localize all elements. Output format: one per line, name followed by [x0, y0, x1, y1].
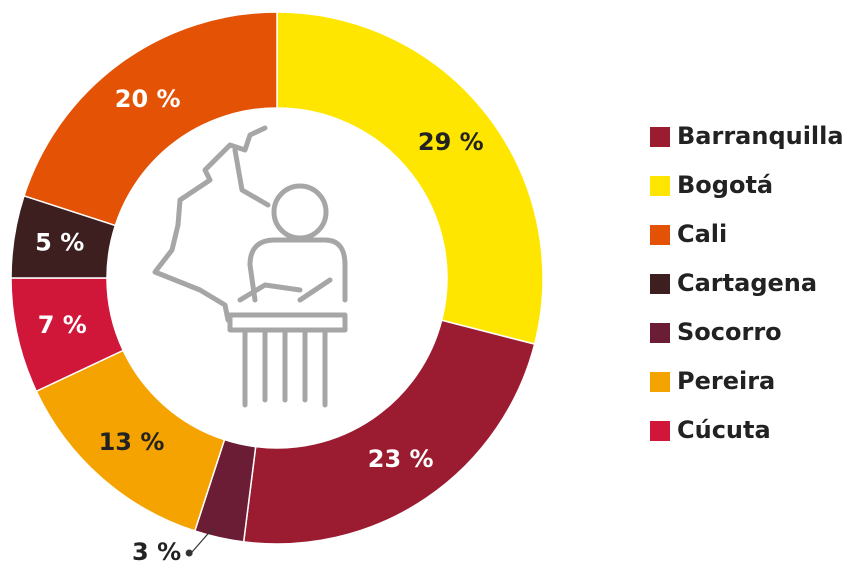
slice [242, 319, 536, 545]
legend-swatch [650, 372, 670, 392]
legend-swatch [650, 225, 670, 245]
data-label: 13 % [99, 428, 165, 456]
legend-swatch [650, 323, 670, 343]
legend-label: Cali [677, 220, 727, 248]
legend-label: Socorro [677, 318, 782, 346]
legend-label: Cúcuta [677, 416, 771, 444]
leader-dot [185, 549, 193, 557]
slice [23, 11, 278, 227]
legend-label: Pereira [677, 367, 775, 395]
data-label: 29 % [418, 128, 484, 156]
data-label: 7 % [38, 311, 87, 339]
center-icon [152, 125, 348, 408]
data-label: 5 % [35, 229, 84, 257]
data-label: 23 % [368, 445, 434, 473]
leader-line [190, 527, 214, 554]
slice [276, 11, 544, 346]
data-label: 3 % [132, 538, 181, 566]
legend-label: Barranquilla [677, 122, 844, 150]
legend-swatch [650, 274, 670, 294]
legend-swatch [650, 127, 670, 147]
data-label: 20 % [115, 85, 181, 113]
legend-swatch [650, 421, 670, 441]
legend-label: Cartagena [677, 269, 817, 297]
legend-label: Bogotá [677, 171, 773, 199]
legend-swatch [650, 176, 670, 196]
